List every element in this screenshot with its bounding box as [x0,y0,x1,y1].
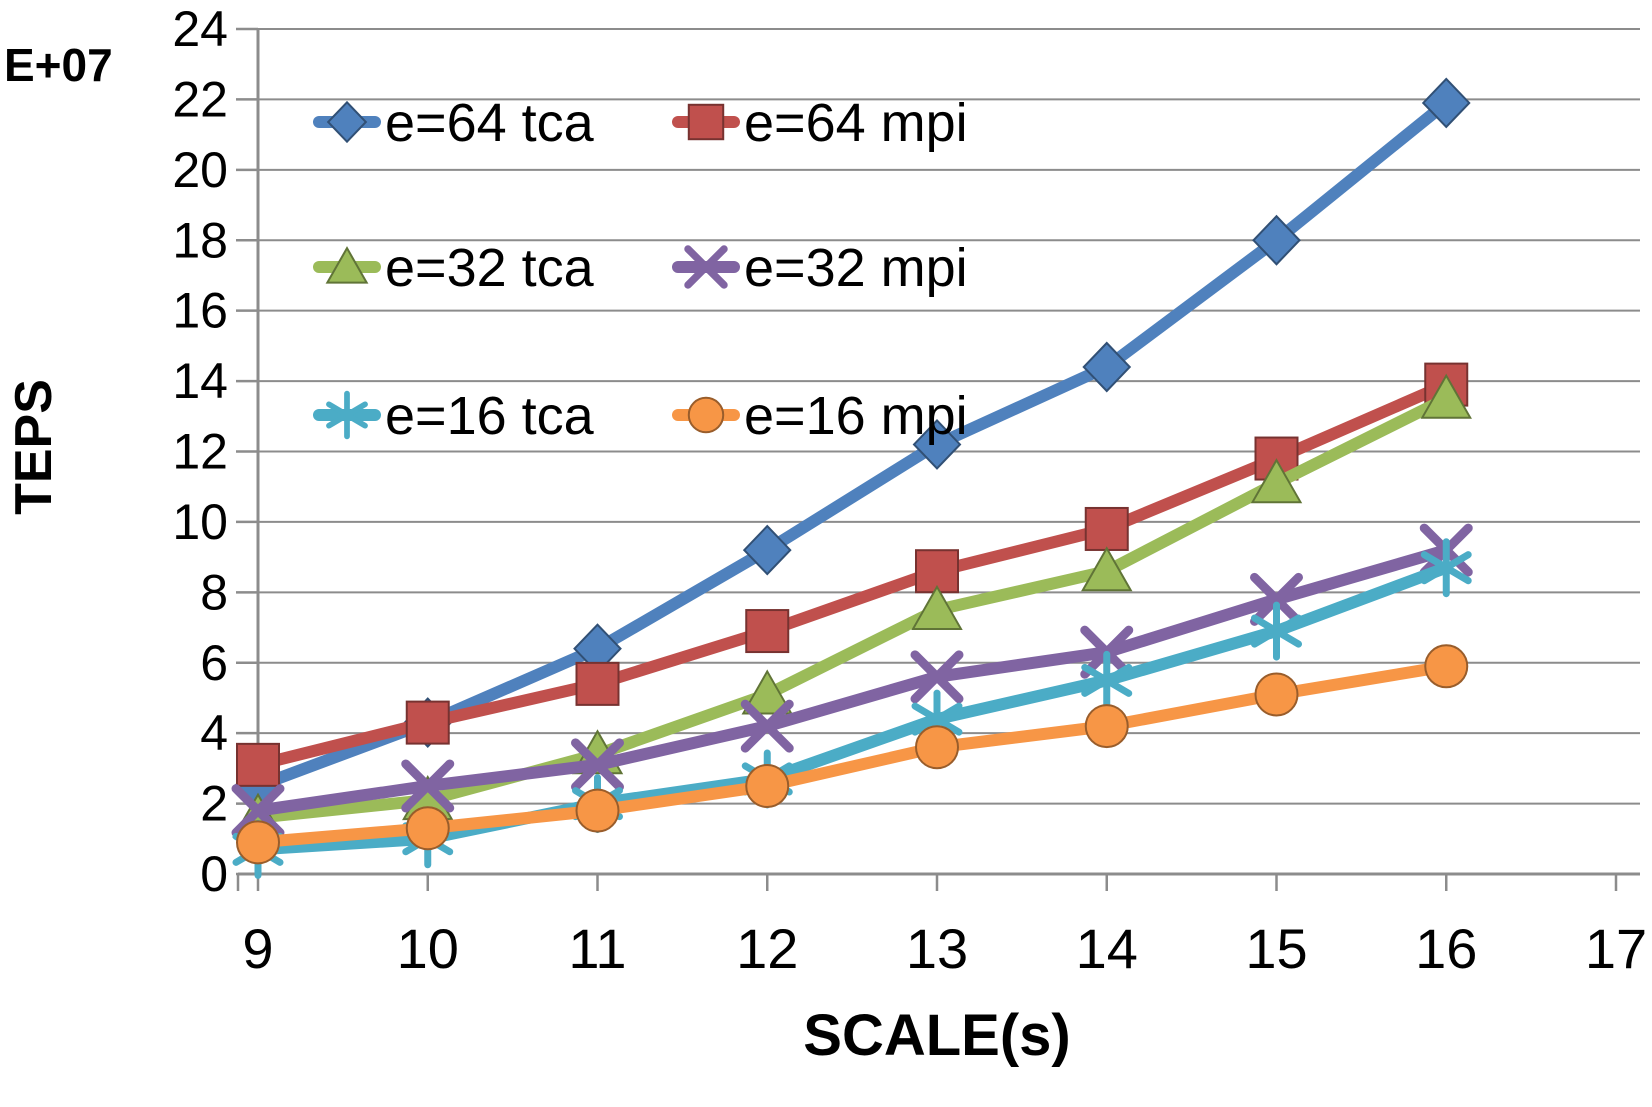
y-axis-unit-label: E+07 [4,39,113,91]
series-e-16-mpi [236,644,1469,865]
legend-item-e-16-mpi: e=16 mpi [672,386,968,446]
circle-marker [687,396,725,434]
diamond-marker [1252,214,1301,266]
x-axis-title: SCALE(s) [803,1003,1071,1068]
series-line [252,392,1453,824]
y-tick-label: 14 [172,353,228,409]
series-e-64-mpi [236,362,1469,787]
asterisk-marker [326,390,368,440]
x-tick-label: 12 [736,917,798,980]
x-tick-label: 9 [242,917,273,980]
legend-item-e-32-tca: e=32 tca [313,238,595,298]
y-tick-label: 6 [200,635,228,691]
legend-label: e=32 mpi [744,238,968,298]
square-marker [236,742,280,787]
x-tick-labels: 9 10 11 12 13 14 15 16 17 [242,917,1647,980]
diamond-marker [742,524,792,576]
x-marker [401,759,455,813]
x-marker [684,245,728,289]
triangle-marker [1420,373,1472,419]
y-tick-label: 18 [172,212,228,268]
circle-marker [915,725,959,770]
square-marker [575,661,620,706]
triangle-marker [1081,546,1133,592]
x-tick-label: 11 [568,917,626,980]
square-marker [687,103,725,141]
y-axis-title: TEPS [5,379,63,515]
circle-marker [575,788,620,833]
legend-item-e-64-mpi: e=64 mpi [672,93,968,153]
x-tick-label: 13 [906,917,968,980]
y-tick-label: 2 [200,776,228,832]
legend: e=64 tca e=64 mpi e=32 tca e=32 mpi e=16 tca… [313,93,968,446]
triangle-marker [1250,458,1303,504]
series-line [252,378,1453,771]
diamond-marker [326,100,368,144]
square-marker [1084,506,1129,551]
circle-marker [405,806,450,851]
x-tick-label: 17 [1585,917,1647,980]
y-tick-label: 24 [172,1,228,57]
legend-label: e=16 mpi [744,386,968,446]
square-marker [405,700,450,745]
circle-marker [1254,672,1299,717]
legend-label: e=64 tca [385,93,595,153]
y-tick-label: 8 [200,564,228,620]
y-tick-label: 20 [172,142,228,198]
y-tick-label: 22 [172,71,228,127]
circle-marker [745,763,790,808]
legend-item-e-16-tca: e=16 tca [313,386,595,446]
y-tick-label: 12 [172,424,228,480]
x-marker [231,784,285,838]
asterisk-marker [1420,538,1472,598]
legend-item-e-32-mpi: e=32 mpi [672,238,968,298]
y-tick-label: 4 [200,705,228,761]
x-tick-label: 15 [1245,917,1307,980]
legend-item-e-64-tca: e=64 tca [313,93,595,153]
legend-label: e=64 mpi [744,93,968,153]
square-marker [745,609,790,654]
legend-label: e=16 tca [385,386,595,446]
x-marker [1250,572,1303,626]
x-marker [571,738,624,792]
diamond-marker [1082,341,1132,393]
series-line [252,660,1453,849]
y-tick-label: 0 [200,846,228,902]
x-tick-label: 16 [1415,917,1477,980]
y-tick-label: 10 [172,494,228,550]
x-tick-label: 14 [1076,917,1138,980]
circle-marker [236,820,280,865]
series-e-32-mpi [231,523,1473,838]
asterisk-marker [1251,601,1302,661]
series-line [252,544,1453,817]
diamond-marker [1421,77,1471,129]
series-line [252,561,1453,856]
legend-label: e=32 tca [385,238,595,298]
axes [236,29,1640,891]
y-tick-label: 16 [172,283,228,339]
asterisk-marker [1081,650,1133,710]
diamond-marker [912,419,962,470]
circle-marker [1084,704,1129,749]
x-tick-label: 10 [397,917,459,980]
triangle-marker [325,246,369,284]
triangle-marker [911,584,963,630]
x-marker [740,699,794,753]
circle-marker [1424,644,1469,689]
triangle-marker [741,669,793,715]
x-marker [910,650,964,704]
